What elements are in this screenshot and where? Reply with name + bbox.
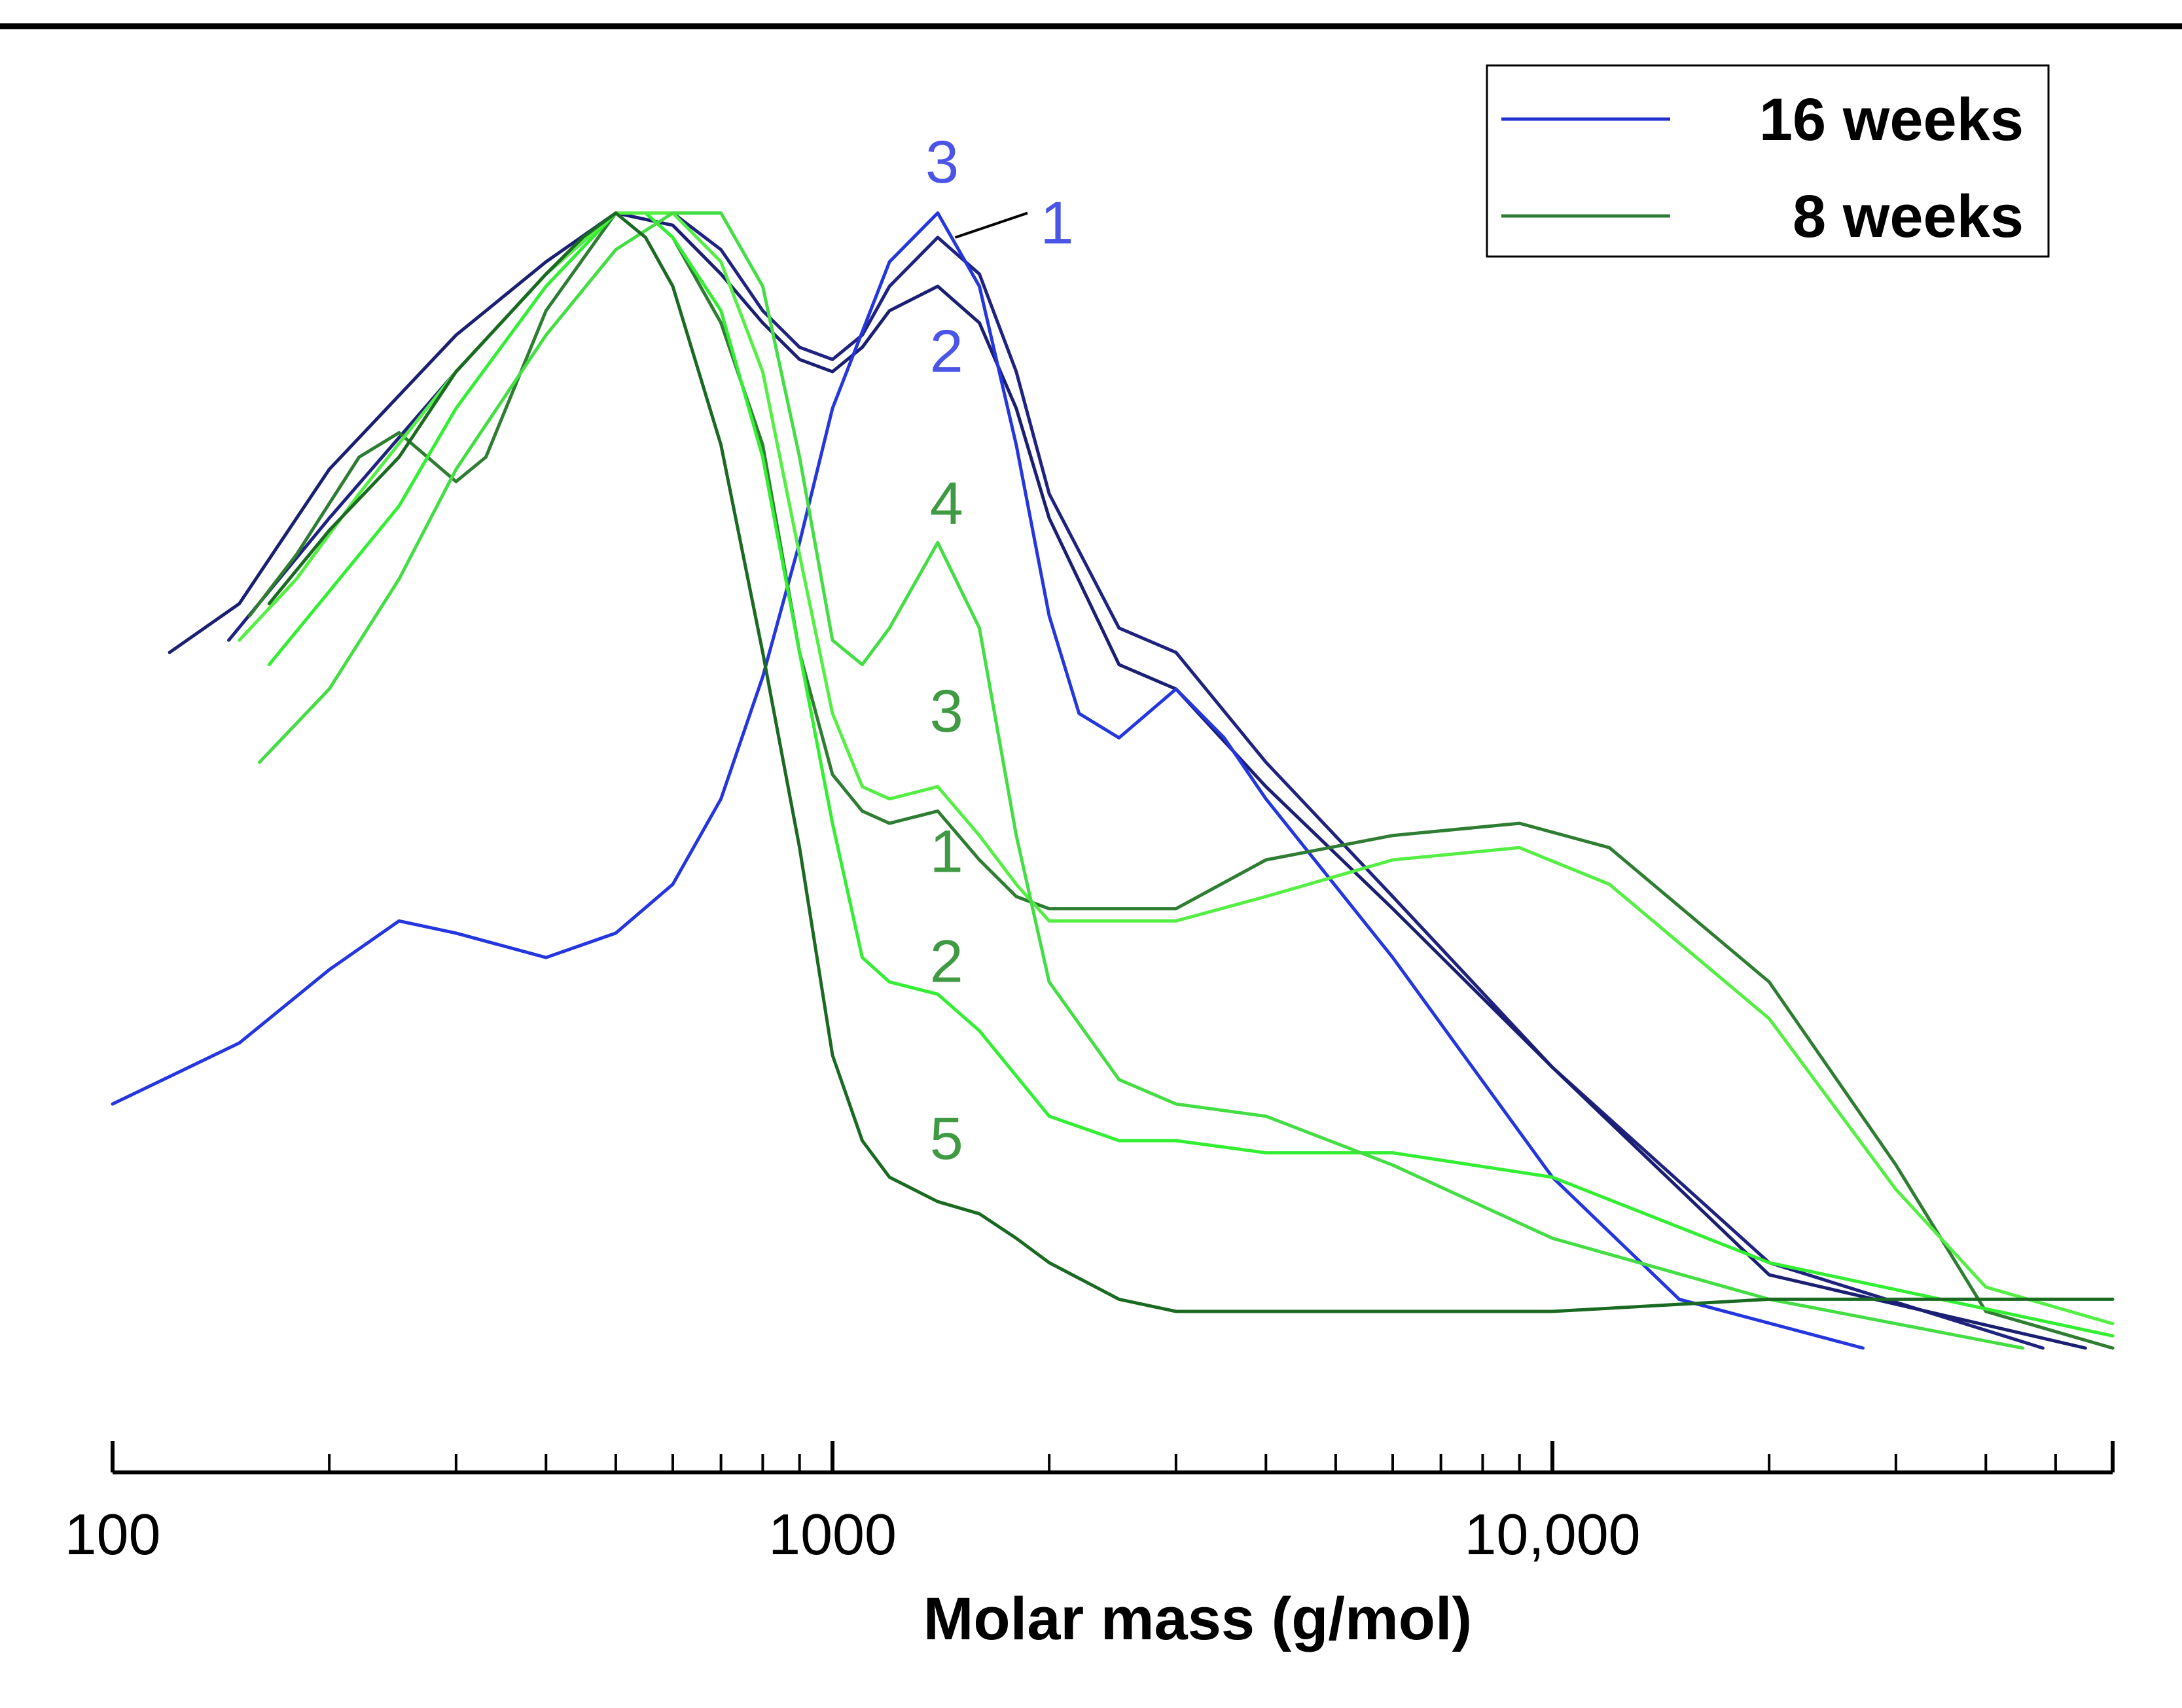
- curve-label-4: 4: [930, 471, 963, 537]
- x-tick-label-2: 1000: [768, 1502, 897, 1567]
- series-line-6: [238, 211, 2115, 1326]
- x-tick-label-3: 10,000: [1464, 1502, 1640, 1567]
- curve-label-1: 3: [925, 129, 959, 196]
- annotation-layer: 3 1 2 4 3 1 2 5: [925, 129, 1074, 1172]
- x-axis-tick-labels: 100 1000 10,000: [65, 1502, 1641, 1567]
- curve-label-6: 1: [930, 819, 963, 885]
- series-line-7: [258, 211, 2025, 1350]
- x-axis-title: Molar mass (g/mol): [923, 1586, 1472, 1652]
- curve-label-7: 2: [930, 929, 963, 995]
- curve-label-3: 2: [930, 318, 963, 385]
- legend: 16 weeks 8 weeks: [1486, 64, 2050, 258]
- curve-label-8: 5: [930, 1105, 963, 1172]
- curve-label-5: 3: [930, 678, 963, 745]
- series-line-3: [111, 211, 1865, 1350]
- plot-area: 3 1 2 4 3 1 2 5: [111, 129, 2115, 1350]
- x-axis: 100 1000 10,000 Molar mass (g/mol): [65, 1441, 2115, 1652]
- series-line-8: [267, 211, 2115, 1313]
- x-axis-ticks: [111, 1441, 2115, 1472]
- series-line-5: [267, 211, 2115, 1338]
- curve-label-leader-line: [954, 211, 1028, 239]
- x-tick-label-1: 100: [65, 1502, 161, 1567]
- series-line-4: [247, 211, 2115, 1350]
- legend-box: [1486, 64, 2050, 258]
- series-layer: [111, 211, 2115, 1350]
- legend-items: 16 weeks 8 weeks: [1501, 86, 2024, 250]
- legend-label-2: 8 weeks: [1793, 183, 2024, 250]
- series-line-2: [168, 211, 2087, 1350]
- curve-label-2: 1: [1040, 190, 1073, 257]
- legend-label-1: 16 weeks: [1759, 86, 2024, 153]
